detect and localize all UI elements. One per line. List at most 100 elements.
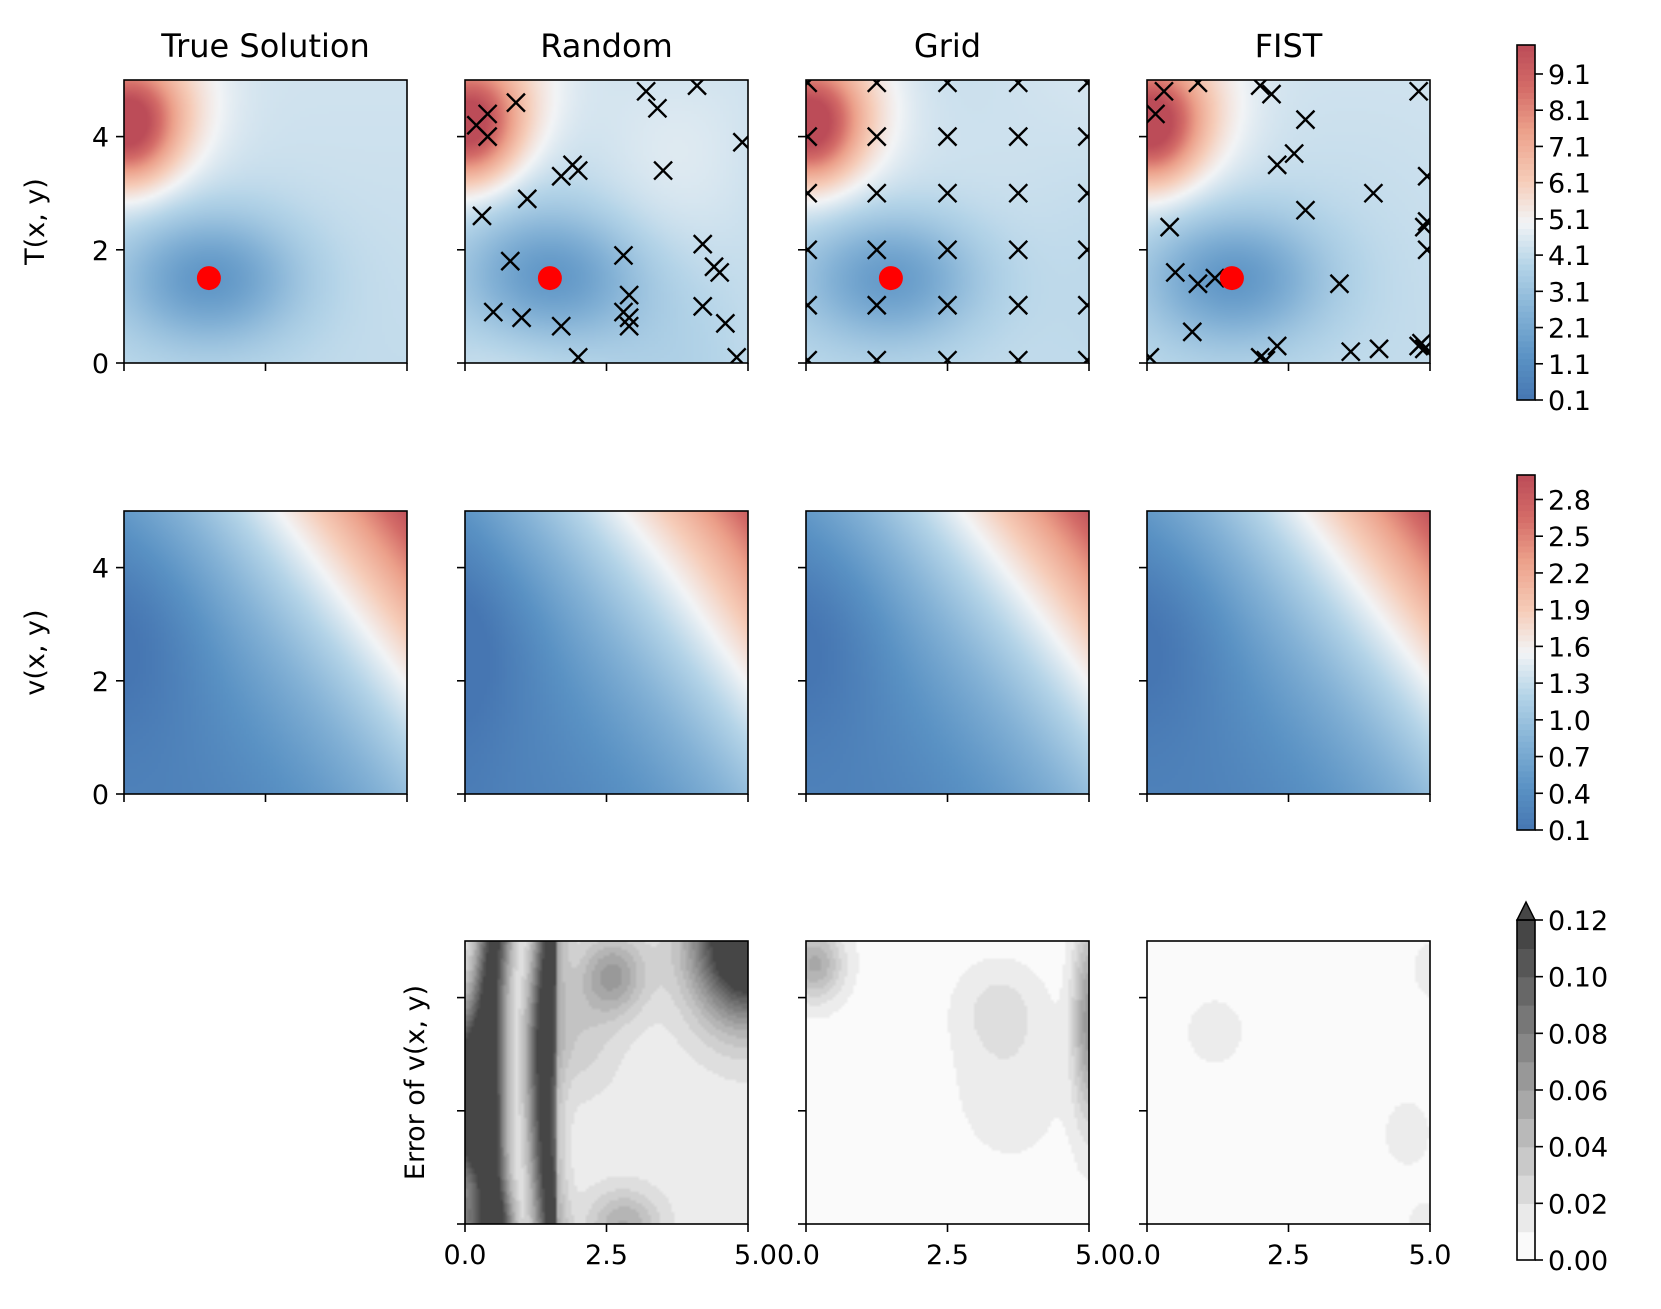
colorbar-swatch <box>1517 664 1535 671</box>
colorbar-frame <box>1516 474 1536 831</box>
colorbar-swatch <box>1517 605 1535 612</box>
colorbar-swatch <box>1517 216 1535 224</box>
colorbar-swatch <box>1517 522 1535 529</box>
colorbar-swatch <box>1517 569 1535 577</box>
sensor-marker <box>806 80 818 93</box>
colorbar-swatch <box>1517 498 1535 506</box>
colorbar-swatch <box>1517 204 1535 212</box>
sensor-marker <box>937 350 958 363</box>
sensor-marker <box>1182 322 1203 342</box>
sensor-marker <box>1250 347 1271 363</box>
sensor-marker <box>613 245 634 266</box>
sensor-marker <box>1077 239 1089 260</box>
x-tick-label: 5.00.0 <box>1075 1240 1161 1271</box>
colorbar-swatch <box>1517 370 1535 377</box>
sensor-marker <box>568 347 589 363</box>
sensor-marker <box>1417 166 1430 187</box>
colorbar-swatch <box>1517 516 1535 523</box>
colorbar-swatch <box>1517 976 1535 1006</box>
colorbar-swatch <box>1517 504 1535 512</box>
sensor-marker <box>732 132 748 153</box>
heatmap-v-fist <box>1147 511 1430 794</box>
sensor-marker <box>806 295 818 316</box>
colorbar-swatch <box>1517 50 1535 58</box>
colorbar-swatch <box>1517 145 1535 153</box>
sensor-marker <box>1329 273 1350 294</box>
colorbar-swatch <box>1517 628 1535 636</box>
colorbar-swatch <box>1517 157 1535 164</box>
colorbar-swatch <box>1517 275 1535 283</box>
source-point <box>537 266 562 291</box>
y-tick-label: 4 <box>92 554 109 585</box>
colorbar-swatch <box>1517 540 1535 547</box>
colorbar-swatch <box>1517 617 1535 624</box>
colorbar-swatch <box>1517 133 1535 141</box>
sensor-marker <box>1077 80 1089 93</box>
colorbar-swatch <box>1517 1146 1535 1176</box>
colorbar-swatch <box>1517 169 1535 176</box>
sensor-marker <box>1340 341 1361 362</box>
row-label: v(x, y) <box>20 609 51 695</box>
colorbar-swatch <box>1517 192 1535 200</box>
sensor-marker <box>937 239 958 260</box>
sensor-marker <box>1417 239 1430 260</box>
sensor-marker <box>1008 239 1029 260</box>
colorbar-swatch <box>1517 358 1535 366</box>
colorbar-swatch <box>1517 1231 1535 1261</box>
colorbar-tick-label: 9.1 <box>1548 60 1591 91</box>
colorbar-swatch <box>1517 376 1535 383</box>
colorbar-swatch <box>1517 581 1535 589</box>
x-tick-label: 5.0 <box>1409 1240 1452 1271</box>
colorbar-tick-label: 1.6 <box>1548 632 1591 663</box>
colorbar-swatch <box>1517 1033 1535 1063</box>
sensor-marker <box>1008 295 1029 316</box>
colorbar-swatch <box>1517 45 1535 52</box>
sensor-marker <box>692 234 713 254</box>
colorbar-swatch <box>1517 287 1535 295</box>
colorbar-swatch <box>1517 920 1535 949</box>
colorbar-velocity: 0.1 0.4 0.7 1.0 1.3 1.6 1.9 2.2 2.5 2.8 <box>1516 474 1591 847</box>
sensor-marker <box>806 239 818 260</box>
sensor-marker <box>1008 126 1029 147</box>
sensor-marker <box>551 316 572 337</box>
sensor-marker <box>806 183 818 204</box>
sensor-marker <box>1369 339 1389 359</box>
colorbar-swatch <box>1517 782 1535 790</box>
colorbar-swatch <box>1517 711 1535 719</box>
colorbar-swatch <box>1517 210 1535 218</box>
colorbar-tick-label: 1.1 <box>1548 350 1591 381</box>
column-title: True Solution <box>160 27 370 65</box>
colorbar-swatch <box>1517 764 1535 772</box>
colorbar-swatch <box>1517 794 1535 802</box>
colorbar-swatch <box>1517 234 1535 241</box>
sensor-marker <box>1188 80 1208 93</box>
x-tick-label: 5.00.0 <box>734 1240 820 1271</box>
sensor-marker <box>1147 104 1166 124</box>
sensor-marker <box>806 126 818 147</box>
sensor-marker <box>937 183 958 204</box>
colorbar-swatch <box>1517 776 1535 784</box>
sensor-marker <box>1205 268 1225 288</box>
sensor-marker <box>619 316 639 337</box>
sensor-marker <box>483 302 504 322</box>
colorbar-swatch <box>1517 187 1535 194</box>
x-tick-label: 2.5 <box>1267 1240 1310 1271</box>
row-label: T(x, y) <box>20 178 51 266</box>
sensor-markers-grid <box>806 80 1089 363</box>
colorbar-tick-label: 1.3 <box>1548 669 1591 700</box>
colorbar-swatch <box>1517 246 1535 253</box>
sensor-marker <box>1159 217 1180 238</box>
colorbar-tick-label: 4.1 <box>1548 241 1591 272</box>
sensor-marker <box>1077 126 1089 147</box>
colorbar-swatch <box>1517 299 1535 306</box>
colorbar-swatch <box>1517 676 1535 683</box>
sensor-marker <box>1363 183 1384 204</box>
colorbar-tick-label: 8.1 <box>1548 96 1591 127</box>
colorbar-swatch <box>1517 546 1535 553</box>
colorbar-tick-label: 0.00 <box>1548 1246 1608 1277</box>
colorbar-swatch <box>1517 340 1535 348</box>
colorbar-swatch <box>1517 646 1535 654</box>
colorbar-swatch <box>1517 948 1535 978</box>
colorbar-swatch <box>1517 492 1535 500</box>
colorbar-swatch <box>1517 806 1535 813</box>
